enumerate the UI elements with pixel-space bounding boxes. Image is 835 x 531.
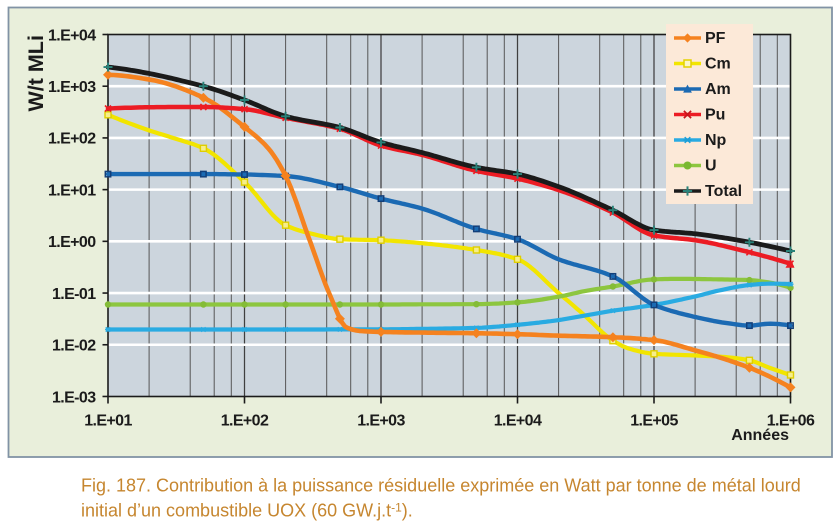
svg-text:1.E-01: 1.E-01 [52,286,96,303]
svg-text:U: U [705,158,717,175]
svg-text:Cm: Cm [705,56,731,73]
svg-text:1.E+04: 1.E+04 [48,27,96,44]
svg-text:1.E+00: 1.E+00 [48,234,96,251]
svg-text:1.E+06: 1.E+06 [767,413,815,430]
svg-text:1.E+03: 1.E+03 [357,413,405,430]
svg-text:1.E-02: 1.E-02 [52,338,96,355]
svg-text:Pu: Pu [705,107,725,124]
svg-text:PF: PF [705,30,726,47]
svg-text:1.E+04: 1.E+04 [494,413,542,430]
svg-text:Am: Am [705,81,731,98]
svg-text:1.E+02: 1.E+02 [221,413,269,430]
svg-text:1.E+03: 1.E+03 [48,79,96,96]
svg-text:Fig. 187. Contribution à la pu: Fig. 187. Contribution à la puissance ré… [81,476,801,496]
svg-text:1.E+02: 1.E+02 [48,131,96,148]
svg-text:1.E-03: 1.E-03 [52,389,96,406]
svg-text:1.E+05: 1.E+05 [630,413,678,430]
svg-text:Total: Total [705,183,742,200]
svg-text:W/t MLi: W/t MLi [24,35,48,111]
svg-text:initial d’un combustible UOX (: initial d’un combustible UOX (60 GW.j.t-… [81,501,413,521]
svg-text:1.E+01: 1.E+01 [48,182,96,199]
svg-text:1.E+01: 1.E+01 [84,413,132,430]
svg-text:Np: Np [705,132,727,149]
svg-text:Années: Années [731,427,789,444]
